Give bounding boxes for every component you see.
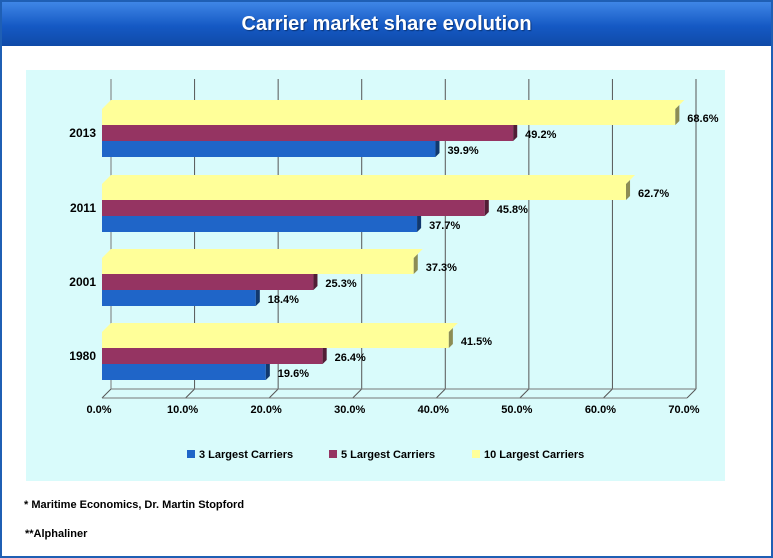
data-label: 39.9%	[447, 145, 478, 157]
data-label: 41.5%	[461, 336, 492, 348]
bar-end-face	[435, 136, 440, 157]
gridline-floor	[686, 388, 697, 399]
source-note-1: * Maritime Economics, Dr. Martin Stopfor…	[24, 499, 245, 511]
bar	[102, 109, 676, 125]
bar	[102, 348, 323, 364]
category-label: 2011	[70, 201, 96, 215]
bar	[102, 290, 256, 306]
bar	[102, 125, 514, 141]
data-label: 45.8%	[497, 204, 528, 216]
data-label: 25.3%	[325, 278, 356, 290]
gridline-floor	[519, 388, 530, 399]
x-tick-label: 0.0%	[86, 404, 111, 416]
data-label: 18.4%	[268, 294, 299, 306]
legend-swatch	[329, 450, 337, 458]
data-label: 68.6%	[687, 113, 718, 125]
bar-end-face	[484, 195, 489, 216]
bar-top-face	[102, 175, 635, 184]
data-label: 37.3%	[426, 262, 457, 274]
bar	[102, 184, 626, 200]
bar-end-face	[413, 253, 418, 274]
category-label: 2013	[69, 126, 96, 140]
bar-end-face	[313, 269, 318, 290]
data-label: 19.6%	[278, 368, 309, 380]
gridline-floor	[268, 388, 279, 399]
x-tick-label: 20.0%	[251, 404, 282, 416]
gridline-floor	[101, 388, 112, 399]
title-bar	[2, 2, 771, 46]
data-label: 62.7%	[638, 188, 669, 200]
gridline-floor	[603, 388, 613, 399]
bar	[102, 274, 314, 290]
bar-end-face	[513, 120, 518, 141]
bar-top-face	[102, 100, 685, 109]
bar	[102, 200, 485, 216]
bar-top-face	[102, 249, 423, 258]
bar-top-face	[102, 323, 458, 332]
bar-end-face	[417, 211, 422, 232]
bar	[102, 141, 436, 157]
legend-label: 5 Largest Carriers	[341, 449, 435, 461]
bar	[102, 332, 449, 348]
legend-swatch	[472, 450, 480, 458]
source-note-2: **Alphaliner	[25, 528, 88, 540]
x-tick-label: 30.0%	[334, 404, 365, 416]
bar-end-face	[448, 327, 453, 348]
legend-swatch	[187, 450, 195, 458]
x-tick-label: 50.0%	[501, 404, 532, 416]
gridline-floor	[435, 388, 446, 399]
legend-label: 10 Largest Carriers	[484, 449, 584, 461]
category-label: 2001	[69, 275, 96, 289]
bar-end-face	[675, 104, 680, 125]
chart-title: Carrier market share evolution	[241, 13, 532, 35]
bar	[102, 258, 414, 274]
bar-end-face	[265, 359, 270, 380]
gridline-floor	[185, 388, 195, 399]
x-tick-label: 70.0%	[668, 404, 699, 416]
data-label: 49.2%	[525, 129, 556, 141]
bar-end-face	[255, 285, 260, 306]
x-tick-label: 10.0%	[167, 404, 198, 416]
bar	[102, 364, 266, 380]
bar-end-face	[322, 343, 327, 364]
category-label: 1980	[69, 349, 96, 363]
data-label: 26.4%	[335, 352, 366, 364]
bar	[102, 216, 418, 232]
legend-label: 3 Largest Carriers	[199, 449, 293, 461]
bar-end-face	[625, 179, 631, 200]
data-label: 37.7%	[429, 220, 460, 232]
gridline-floor	[352, 388, 363, 399]
x-tick-label: 60.0%	[585, 404, 616, 416]
x-tick-label: 40.0%	[418, 404, 449, 416]
